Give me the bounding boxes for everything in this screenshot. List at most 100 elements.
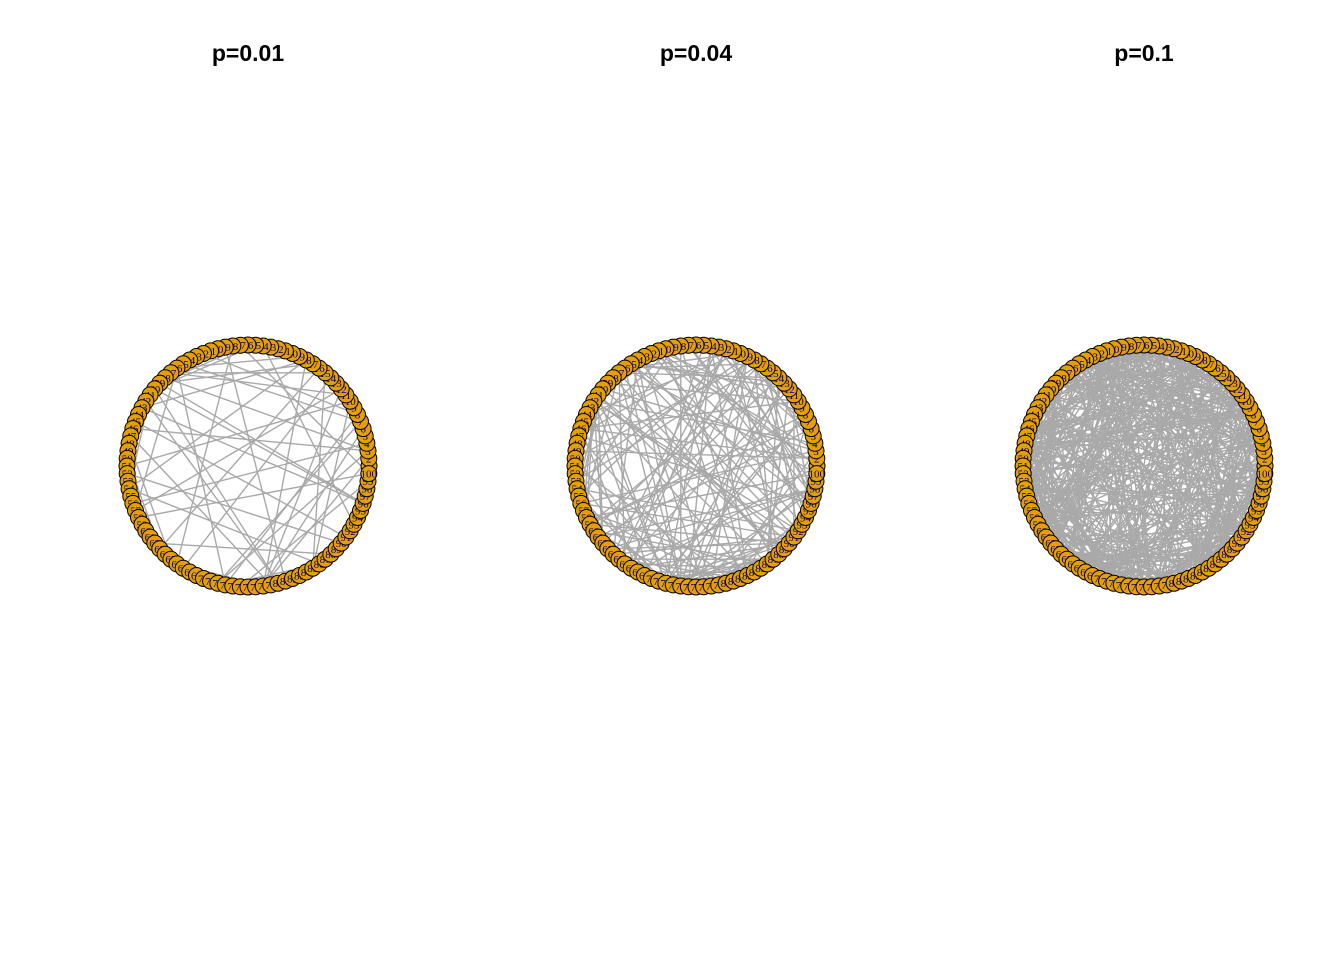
- graph-edge: [624, 367, 682, 587]
- graph-edge: [1023, 388, 1238, 482]
- graph-edge: [1072, 530, 1247, 565]
- graph-edge: [1023, 457, 1263, 490]
- graph-edge: [1022, 465, 1168, 586]
- graph-edge: [170, 372, 346, 396]
- graph-edge: [239, 480, 369, 588]
- graph-panel-p004: p=0.04 123456789101112131415161718192021…: [472, 0, 920, 960]
- graph-edge: [650, 353, 803, 525]
- graph-edge: [1078, 502, 1260, 569]
- graph-node: [808, 465, 826, 483]
- graph-edge: [1220, 372, 1260, 504]
- graph-edge: [586, 472, 817, 519]
- graph-edge: [658, 350, 812, 504]
- graph-edge: [589, 407, 653, 579]
- graph-edge: [1034, 472, 1265, 519]
- graph-edge: [1105, 353, 1190, 582]
- graph-edge: [624, 563, 761, 569]
- node-label: 100: [809, 469, 826, 481]
- graph-edge: [262, 359, 307, 587]
- graph-edge: [126, 472, 342, 544]
- graph-edge: [154, 542, 331, 555]
- graph-edge: [593, 400, 749, 576]
- graph-edge: [643, 356, 712, 587]
- node-label: 4: [364, 438, 370, 450]
- graph-edge: [589, 523, 790, 544]
- network-graph: 1234567891011121314151617181920212223242…: [566, 336, 826, 596]
- graph-edge: [154, 388, 279, 584]
- graph-edge: [695, 480, 817, 588]
- node-label: 98: [809, 484, 821, 496]
- node-label: 9: [351, 403, 357, 415]
- graph-edge: [141, 359, 307, 409]
- graph-edge: [1113, 348, 1265, 482]
- graph-edge: [687, 344, 814, 497]
- graph-edge: [1091, 356, 1247, 532]
- node-label: 6: [1256, 424, 1262, 436]
- graph-edge: [1055, 382, 1266, 475]
- graph-edge: [665, 382, 785, 584]
- graph-edge: [710, 345, 807, 518]
- node-label: 96: [1254, 498, 1266, 510]
- graph-edge: [1066, 372, 1087, 573]
- node-label: 5: [1258, 431, 1264, 443]
- graph-edge: [680, 488, 816, 587]
- graph-edge: [578, 435, 712, 587]
- graph-edge: [1026, 435, 1265, 475]
- graph-node: [360, 465, 378, 483]
- graph-edge: [1187, 473, 1266, 579]
- node-label: 6: [360, 424, 366, 436]
- node-label: 100: [1257, 469, 1274, 481]
- graph-edge: [583, 509, 755, 573]
- network-graph: 1234567891011121314151617181920212223242…: [1014, 336, 1274, 596]
- node-label: 97: [360, 491, 372, 503]
- graph-edge: [1037, 480, 1265, 525]
- graph-edge: [578, 435, 812, 505]
- graph-edge: [176, 355, 300, 369]
- graph-edge: [788, 388, 812, 504]
- node-label: 2: [1262, 453, 1268, 465]
- node-label: 96: [358, 498, 370, 510]
- node-label: 4: [812, 438, 818, 450]
- graph-edge: [1031, 420, 1265, 475]
- graph-edge: [607, 488, 816, 550]
- node-layer: 1234567891011121314151617181920212223242…: [1014, 336, 1274, 596]
- graph-edge: [624, 352, 741, 369]
- node-label: 9: [1247, 403, 1253, 415]
- node-label: 13: [779, 378, 791, 390]
- node-layer: 1234567891011121314151617181920212223242…: [566, 336, 826, 596]
- node-label: 98: [361, 484, 373, 496]
- graph-edge: [574, 465, 734, 582]
- graph-edge: [1194, 356, 1264, 490]
- graph-edge: [1023, 450, 1264, 490]
- panel-title: p=0.04: [659, 40, 733, 66]
- node-label: 96: [806, 498, 818, 510]
- graph-edge: [224, 346, 287, 582]
- graph-edge: [1166, 346, 1233, 550]
- graph-edge: [1045, 394, 1243, 538]
- graph-edge: [312, 372, 326, 569]
- graph-edge: [154, 388, 364, 505]
- graph-edge: [132, 427, 369, 452]
- graph-edge: [1136, 530, 1247, 588]
- node-label: 3: [365, 446, 371, 458]
- graph-edge: [680, 530, 799, 587]
- graph-edge: [1143, 516, 1254, 588]
- graph-edge: [1072, 472, 1266, 565]
- graph-edge: [1045, 394, 1266, 475]
- graph-edge: [597, 394, 785, 550]
- graph-edge: [1072, 523, 1251, 565]
- graph-node: [1256, 465, 1274, 483]
- graph-edge: [582, 372, 620, 511]
- graph-panel-p01: p=0.1 1234567891011121314151617181920212…: [920, 0, 1344, 960]
- graph-edge: [1106, 350, 1262, 497]
- graph-edge: [637, 359, 799, 532]
- graph-edge: [760, 363, 812, 504]
- graph-edge: [1226, 377, 1238, 544]
- graph-edge: [159, 382, 364, 505]
- graph-edge: [1079, 553, 1227, 569]
- graph-edge: [1106, 488, 1264, 582]
- network-graph: 1234567891011121314151617181920212223242…: [118, 336, 378, 596]
- graph-edge: [574, 359, 755, 460]
- graph-edge: [135, 420, 347, 538]
- graph-edge: [593, 363, 762, 532]
